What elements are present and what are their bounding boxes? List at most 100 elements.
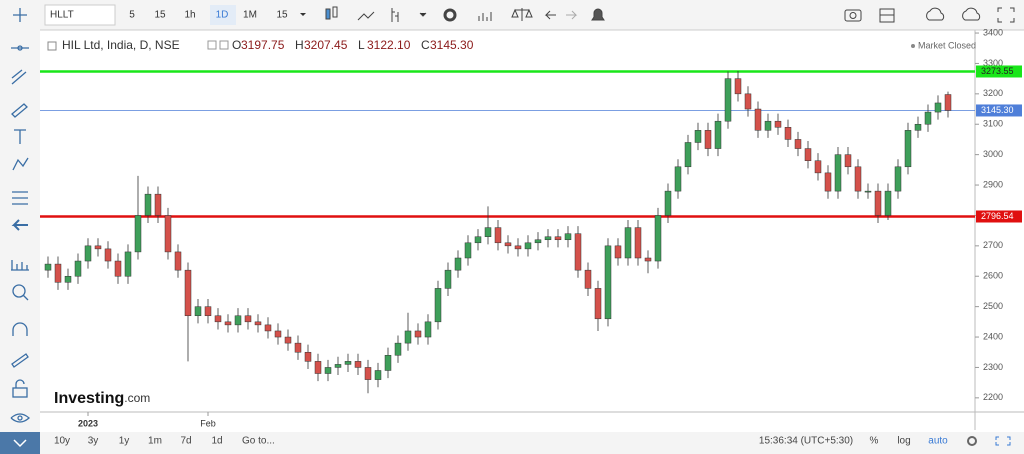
interval[interactable]: 1D: [216, 10, 229, 21]
y-tick-label: 2400: [983, 331, 1003, 341]
plot-area: 2200230024002500260027002800290030003100…: [40, 27, 1022, 428]
range-button[interactable]: 1m: [148, 436, 162, 447]
y-tick-label: 2900: [983, 179, 1003, 189]
fullscreen-icon[interactable]: [995, 436, 1011, 446]
candle-body: [164, 215, 172, 253]
interval[interactable]: 15: [276, 10, 288, 21]
price-tag-label: 2796.54: [981, 211, 1014, 221]
range-button[interactable]: 3y: [88, 436, 99, 447]
candle-body: [894, 166, 902, 192]
price-tag: [976, 104, 1022, 117]
candle-body: [144, 193, 152, 216]
candle-body: [824, 172, 832, 192]
top-toolbar: [0, 0, 1024, 30]
market-status: Market Closed: [918, 40, 976, 50]
candle-body: [604, 245, 612, 320]
price-tag-label: 3273.55: [981, 66, 1014, 76]
y-tick-label: 3400: [983, 27, 1003, 37]
range-button[interactable]: 7d: [180, 436, 191, 447]
candle-body: [714, 120, 722, 149]
log-toggle[interactable]: log: [897, 436, 910, 447]
candle-body: [944, 94, 952, 111]
settings-icon[interactable]: [967, 436, 977, 446]
price-tag: [976, 65, 1022, 78]
percent-toggle[interactable]: %: [870, 436, 879, 447]
price-tag: [976, 210, 1022, 223]
logo: Investing.com: [54, 390, 150, 407]
candle-body: [374, 370, 382, 380]
y-tick-label: 3100: [983, 119, 1003, 129]
ohlc-key: C: [421, 38, 430, 52]
collapse-icon[interactable]: [47, 41, 57, 51]
ohlc-value: 3197.75: [241, 38, 285, 52]
candle-body: [184, 269, 192, 317]
price-tag-label: 3145.30: [981, 105, 1014, 115]
candle-body: [124, 251, 132, 277]
candle-body: [934, 102, 942, 113]
candle-body: [284, 336, 292, 344]
candle-body: [524, 242, 532, 250]
candle-body: [54, 263, 62, 283]
candle-body: [74, 260, 82, 277]
candle-body: [394, 342, 402, 356]
candle-body: [554, 236, 562, 241]
candle-body: [64, 275, 72, 283]
auto-toggle[interactable]: auto: [928, 436, 948, 447]
range-button[interactable]: 10y: [54, 436, 70, 447]
candle-body: [194, 306, 202, 317]
legend-icon[interactable]: [207, 40, 217, 50]
ohlc-value: 3145.30: [430, 38, 474, 52]
candle-body: [644, 257, 652, 262]
interval[interactable]: 15: [154, 10, 166, 21]
candle-body: [624, 227, 632, 259]
goto-button[interactable]: Go to...: [242, 436, 275, 447]
ohlc-key: O: [232, 38, 241, 52]
interval[interactable]: 5: [129, 10, 135, 21]
collapse-button[interactable]: [0, 432, 40, 454]
ohlc-value: 3207.45: [304, 38, 348, 52]
range-button[interactable]: 1d: [211, 436, 222, 447]
candle-body: [854, 166, 862, 192]
candle-body: [294, 342, 302, 353]
y-tick-label: 3200: [983, 88, 1003, 98]
bottom-controls: 15:36:34 (UTC+5:30) % log auto 10y 3y 1y 1m…: [54, 436, 1011, 447]
symbol-input[interactable]: [44, 4, 116, 26]
logo-name: Investing: [54, 390, 124, 407]
y-tick-label: 2500: [983, 301, 1003, 311]
logo-suffix: .com: [124, 391, 150, 405]
candle-body: [864, 190, 872, 193]
interval[interactable]: 1M: [243, 10, 257, 21]
candle-body: [694, 130, 702, 143]
candle-body: [794, 139, 802, 149]
candle-body: [564, 233, 572, 241]
candle-body: [404, 330, 412, 344]
chevron-icon: [13, 439, 27, 448]
left-toolbar: [0, 30, 40, 454]
candle-body: [654, 215, 662, 262]
candle-body: [154, 193, 162, 216]
candle-body: [484, 227, 492, 237]
candle-body: [544, 236, 552, 241]
candle-body: [614, 245, 622, 259]
candle-body: [874, 190, 882, 216]
candle-body: [434, 288, 442, 323]
candle-body: [594, 288, 602, 320]
candle-body: [724, 78, 732, 122]
dropdown-icon[interactable]: [300, 13, 306, 16]
chart-title: HIL Ltd, India, D, NSE: [62, 38, 180, 52]
y-tick-label: 2300: [983, 362, 1003, 372]
candle-body: [674, 166, 682, 192]
candle-body: [474, 236, 482, 244]
ohlc-legend: O 3197.75 H 3207.45 L 3122.10 C 3145.30: [232, 38, 474, 52]
candle-body: [634, 227, 642, 259]
range-button[interactable]: 1y: [119, 436, 130, 447]
candle-body: [314, 361, 322, 374]
candle-body: [884, 190, 892, 216]
candle-body: [664, 190, 672, 216]
interval[interactable]: 1h: [184, 10, 195, 21]
candle-body: [704, 130, 712, 149]
legend-icon[interactable]: [219, 40, 229, 50]
candle-body: [534, 239, 542, 244]
